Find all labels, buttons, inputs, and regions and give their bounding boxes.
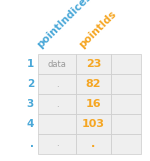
Bar [76,54,111,74]
Bar [76,74,111,94]
Bar [111,54,141,74]
Text: .: . [30,139,34,149]
Text: .: . [56,80,58,89]
Bar [76,114,111,134]
Text: pointIndices: pointIndices [35,0,93,50]
Text: .: . [56,139,58,148]
Text: 103: 103 [82,119,105,129]
Text: data: data [48,60,66,68]
Bar [38,94,76,114]
Bar [111,134,141,154]
Text: 1: 1 [27,59,34,69]
Text: 3: 3 [27,99,34,109]
Text: 2: 2 [27,79,34,89]
Bar [76,134,111,154]
Text: 16: 16 [86,99,101,109]
Bar [38,114,76,134]
Text: .: . [56,99,58,109]
Bar [38,74,76,94]
Bar [111,114,141,134]
Text: .: . [91,139,96,149]
Text: pointIds: pointIds [77,9,118,50]
Bar [111,74,141,94]
Text: 4: 4 [27,119,34,129]
Bar [76,94,111,114]
Text: 23: 23 [86,59,101,69]
Text: 82: 82 [86,79,101,89]
Bar [38,134,76,154]
Bar [111,94,141,114]
Bar [38,54,76,74]
